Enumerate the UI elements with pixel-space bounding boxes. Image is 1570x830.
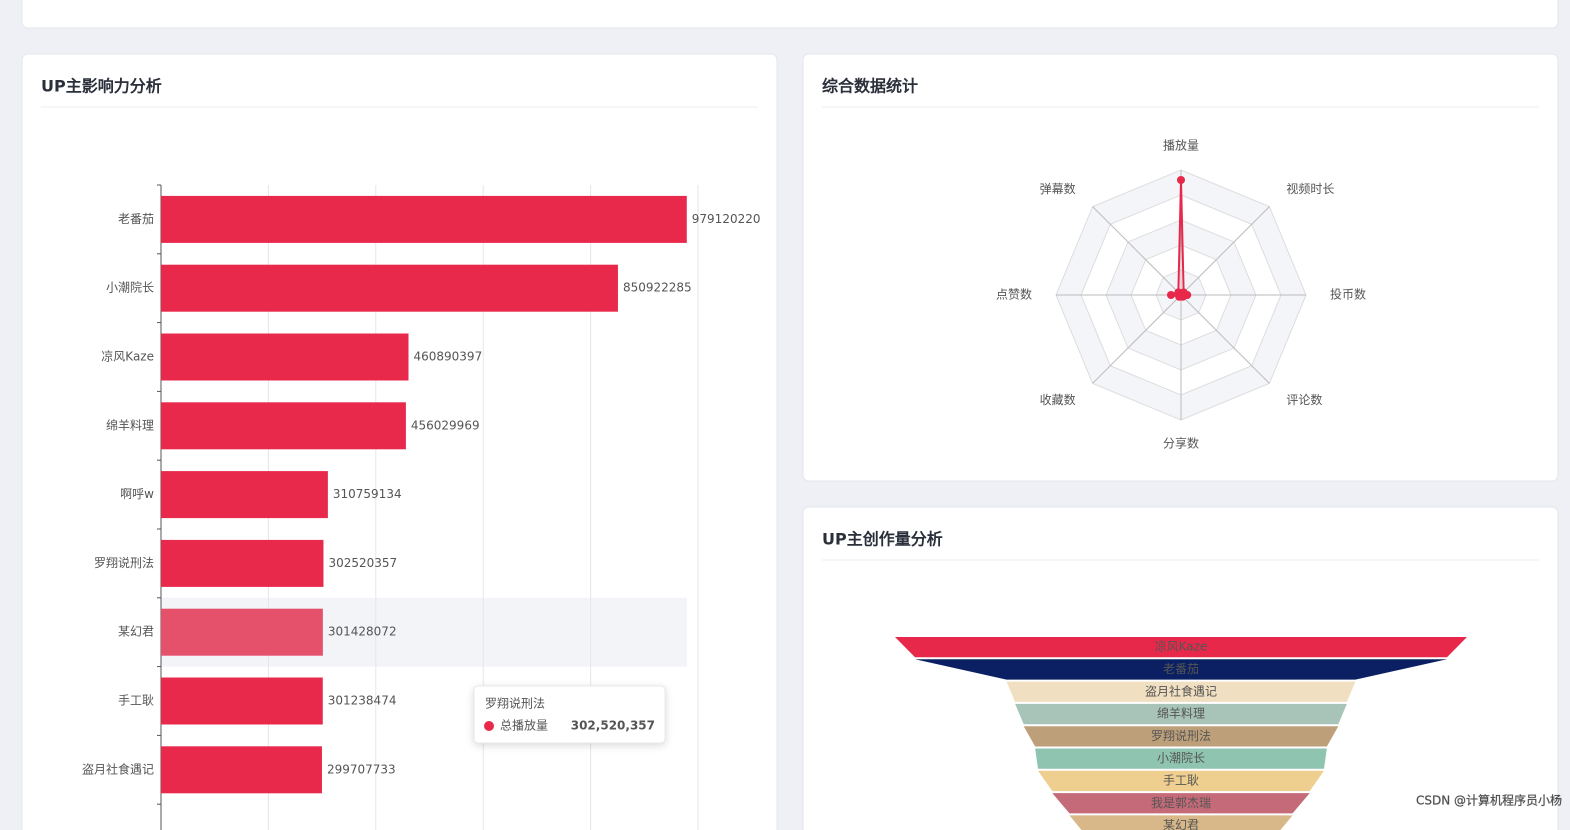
bar xyxy=(161,608,323,656)
radar-axis xyxy=(1092,294,1182,384)
radar-indicator: 评论数 xyxy=(1286,392,1322,407)
funnel-label: 小潮院长 xyxy=(1157,750,1205,765)
funnel-label: 某幻君 xyxy=(1163,818,1199,830)
radar-indicator: 收藏数 xyxy=(1040,392,1076,407)
funnel-label: 盗月社食遇记 xyxy=(1145,683,1217,698)
funnel-segment xyxy=(1015,703,1347,725)
radar-indicator: 视频时长 xyxy=(1286,181,1334,196)
bar-value: 299707733 xyxy=(327,762,396,776)
funnel-segment xyxy=(1006,681,1356,702)
funnel-label: 手工耿 xyxy=(1163,773,1199,787)
radar-axis xyxy=(1092,206,1182,296)
bar-value: 456029969 xyxy=(411,418,480,432)
y-tick-label: 手工耿 xyxy=(118,694,154,708)
y-tick-label: 绵羊料理 xyxy=(106,417,154,432)
radar-point xyxy=(1174,288,1183,297)
bar-value: 302520357 xyxy=(328,556,397,570)
bar xyxy=(161,471,328,519)
y-tick-label: 啊呼w xyxy=(120,487,154,501)
bar xyxy=(161,539,324,587)
bar-value: 301238474 xyxy=(328,694,397,708)
bar xyxy=(161,264,618,312)
bar-value: 460890397 xyxy=(413,350,482,364)
y-tick-label: 罗翔说刑法 xyxy=(94,555,154,570)
bar-value: 850922285 xyxy=(623,281,692,295)
bar-value: 310759134 xyxy=(333,487,402,501)
card-title: UP主影响力分析 xyxy=(41,77,162,96)
funnel-segment xyxy=(1038,770,1324,792)
funnel-segment xyxy=(895,637,1467,658)
card-title: UP主创作量分析 xyxy=(822,530,943,549)
bar xyxy=(161,746,322,794)
header-card xyxy=(21,0,1559,29)
tooltip-title: 罗翔说刑法 xyxy=(485,696,545,711)
y-tick-label: 盗月社食遇记 xyxy=(82,761,154,776)
bar xyxy=(161,677,323,725)
radar-axis xyxy=(1180,294,1270,384)
y-tick-label: 老番茄 xyxy=(118,212,154,226)
radar-indicator: 点赞数 xyxy=(996,287,1032,302)
y-tick-label: 某幻君 xyxy=(118,625,154,639)
radar-indicator: 播放量 xyxy=(1163,138,1199,153)
charts: 老番茄 979120220 小潮院长 850922285 凉风Kaze 460890397… xyxy=(82,138,1562,830)
funnel-segment xyxy=(915,659,1447,680)
tooltip-series: 总播放量 xyxy=(500,718,548,733)
funnel-label: 凉风Kaze xyxy=(1155,639,1208,654)
tooltip-value: 302,520,357 xyxy=(571,719,655,733)
funnel-segment xyxy=(1052,793,1310,814)
funnel-label: 我是郭杰瑞 xyxy=(1151,796,1211,810)
funnel-segment xyxy=(1023,726,1339,747)
funnel-segment xyxy=(1035,748,1327,769)
radar-indicator: 弹幕数 xyxy=(1040,181,1076,196)
bar xyxy=(161,195,687,243)
card-title: 综合数据统计 xyxy=(822,77,918,96)
funnel-label: 绵羊料理 xyxy=(1157,706,1205,721)
tooltip-marker xyxy=(484,721,494,731)
bar-value: 979120220 xyxy=(692,212,761,226)
radar-point xyxy=(1167,291,1175,299)
y-tick-label: 小潮院长 xyxy=(106,280,154,295)
radar-indicator: 投币数 xyxy=(1330,287,1366,302)
watermark: CSDN @计算机程序员小杨 xyxy=(1416,793,1562,808)
tooltip-box xyxy=(473,685,666,744)
funnel-label: 罗翔说刑法 xyxy=(1151,728,1211,743)
funnel-segment xyxy=(1069,815,1293,830)
radar-indicator: 分享数 xyxy=(1163,436,1199,451)
radar-axis xyxy=(1180,206,1270,296)
bar-value: 301428072 xyxy=(328,625,397,639)
y-tick-label: 凉风Kaze xyxy=(101,349,154,364)
radar-point xyxy=(1177,176,1185,184)
funnel-label: 老番茄 xyxy=(1163,662,1199,676)
bar xyxy=(161,402,406,450)
bar xyxy=(161,333,409,381)
